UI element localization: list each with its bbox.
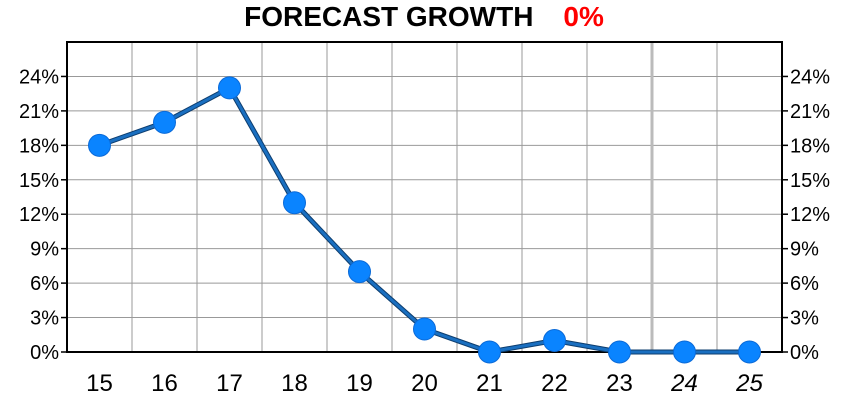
data-point-24 xyxy=(673,340,696,364)
y-tick-label-right: 15% xyxy=(790,170,830,192)
x-tick-label: 18 xyxy=(281,370,308,397)
y-tick-label-left: 12% xyxy=(19,204,59,226)
data-point-15 xyxy=(88,133,111,157)
x-tick-label: 21 xyxy=(476,370,503,397)
y-tick-label-left: 24% xyxy=(19,66,59,88)
y-axis-left: 0% 3% 6% 9% 12% 15% 18% 21% 24% xyxy=(19,66,67,364)
x-tick-label: 25 xyxy=(735,370,763,397)
y-tick-label-left: 15% xyxy=(19,170,59,192)
data-point-19 xyxy=(348,260,371,284)
y-axis-right: 0% 3% 6% 9% 12% 15% 18% 21% 24% xyxy=(782,66,830,364)
y-tick-label-left: 9% xyxy=(30,239,59,261)
y-tick-label-left: 18% xyxy=(19,135,59,157)
y-tick-label-right: 18% xyxy=(790,135,830,157)
data-point-22 xyxy=(543,329,566,353)
y-tick-label-right: 0% xyxy=(790,342,819,364)
y-tick-label-right: 12% xyxy=(790,204,830,226)
y-tick-label-right: 6% xyxy=(790,273,819,295)
frame-layer xyxy=(66,41,783,353)
y-tick-label-left: 6% xyxy=(30,273,59,295)
x-tick-label: 22 xyxy=(541,370,568,397)
data-point-23 xyxy=(608,340,631,364)
y-tick-label-left: 0% xyxy=(30,342,59,364)
x-tick-label: 15 xyxy=(86,370,113,397)
plot-frame xyxy=(66,41,783,353)
data-point-25 xyxy=(738,340,761,364)
x-tick-label: 24 xyxy=(670,370,698,397)
y-tick-label-left: 21% xyxy=(19,101,59,123)
data-point-17 xyxy=(218,76,241,100)
y-tick-label-left: 3% xyxy=(30,308,59,330)
marker-layer xyxy=(88,76,761,364)
data-point-21 xyxy=(478,340,501,364)
y-tick-label-right: 24% xyxy=(790,66,830,88)
x-tick-label: 16 xyxy=(151,370,178,397)
x-tick-label: 23 xyxy=(606,370,633,397)
x-tick-label: 19 xyxy=(346,370,373,397)
x-tick-label: 17 xyxy=(216,370,243,397)
data-point-16 xyxy=(153,110,176,134)
data-point-20 xyxy=(413,317,436,341)
data-point-18 xyxy=(283,191,306,215)
chart-title: FORECAST GROWTH xyxy=(244,1,534,32)
y-tick-label-right: 9% xyxy=(790,239,819,261)
x-tick-label: 20 xyxy=(411,370,438,397)
chart-title-row: FORECAST GROWTH 0% xyxy=(0,0,848,36)
forecast-growth-value: 0% xyxy=(563,1,604,32)
grid-layer xyxy=(67,42,782,353)
y-tick-label-right: 21% xyxy=(790,101,830,123)
x-axis: 15 16 17 18 19 20 21 22 23 24 25 xyxy=(86,370,763,397)
y-tick-label-right: 3% xyxy=(790,308,819,330)
